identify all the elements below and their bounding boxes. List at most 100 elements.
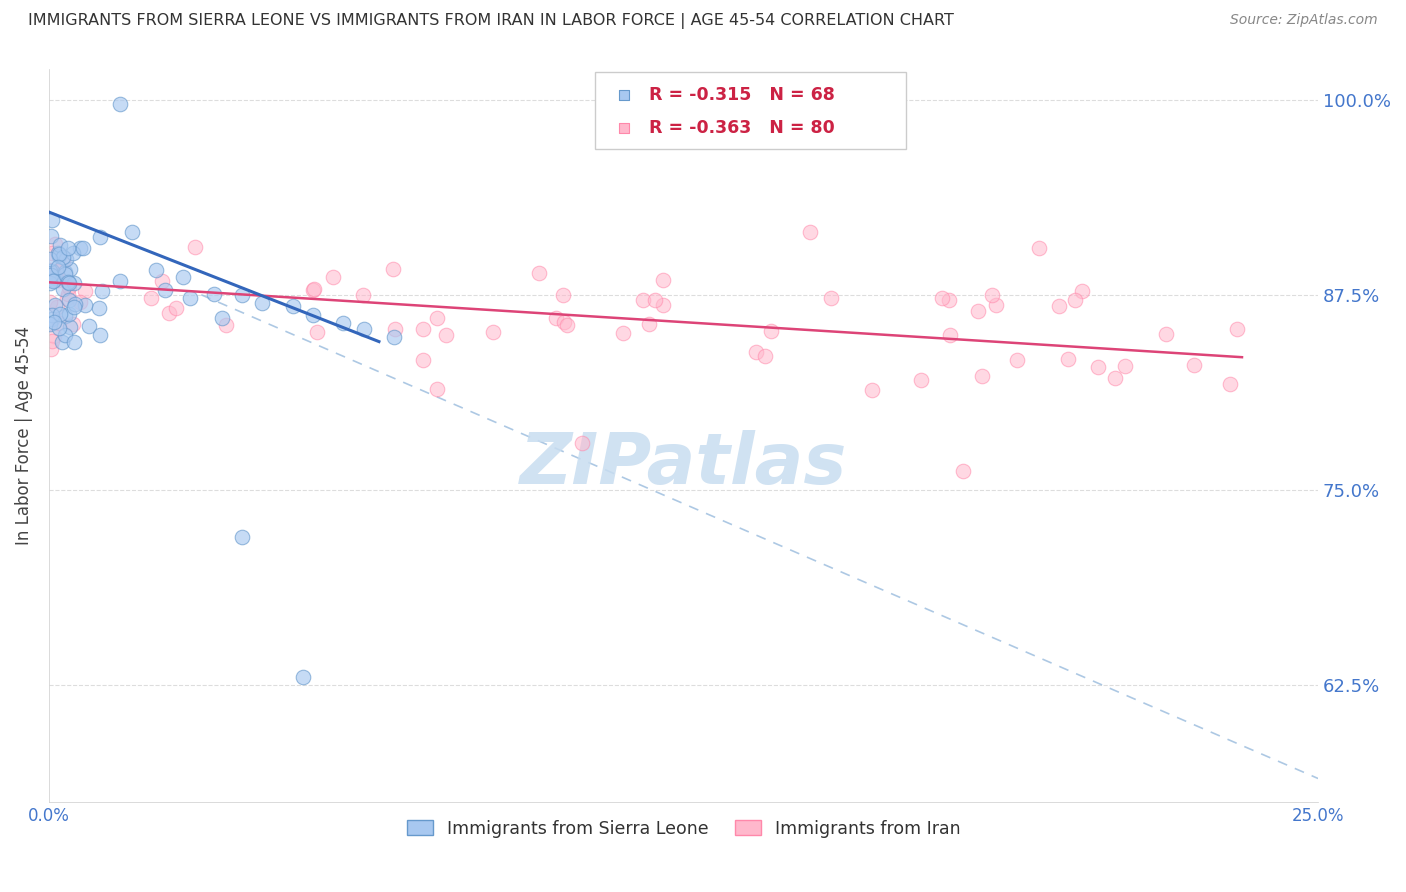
Point: [553, 315, 575, 329]
Point: [553, 288, 575, 302]
Point: [820, 292, 842, 306]
Text: Source: ZipAtlas.com: Source: ZipAtlas.com: [1230, 13, 1378, 28]
Point: [89, 229, 111, 244]
Point: [53, 265, 76, 279]
Point: [651, 298, 673, 312]
Point: [58, 287, 80, 301]
Point: [53, 309, 76, 323]
Point: [44, 237, 66, 252]
Point: [426, 310, 449, 325]
Point: [46, 264, 69, 278]
Point: [612, 326, 634, 340]
Point: [745, 345, 768, 359]
Point: [250, 295, 273, 310]
Point: [62, 246, 84, 260]
Point: [58, 307, 80, 321]
Point: [48, 273, 70, 287]
Point: [69, 295, 91, 310]
Text: IMMIGRANTS FROM SIERRA LEONE VS IMMIGRANTS FROM IRAN IN LABOR FORCE | AGE 45-54 : IMMIGRANTS FROM SIERRA LEONE VS IMMIGRAN…: [28, 13, 955, 29]
Point: [52, 282, 75, 296]
Y-axis label: In Labor Force | Age 45-54: In Labor Force | Age 45-54: [15, 326, 32, 545]
Point: [939, 327, 962, 342]
Point: [42, 315, 65, 329]
Point: [972, 369, 994, 384]
Point: [981, 288, 1004, 302]
Point: [73, 298, 96, 312]
Point: [58, 293, 80, 307]
Point: [172, 269, 194, 284]
Point: [58, 275, 80, 289]
Point: [52, 251, 75, 265]
Point: [215, 318, 238, 332]
Point: [62, 334, 84, 349]
Point: [48, 316, 70, 330]
Point: [571, 436, 593, 450]
Point: [39, 252, 62, 266]
Point: [48, 321, 70, 335]
Point: [482, 326, 505, 340]
Point: [157, 305, 180, 319]
Point: [51, 334, 73, 349]
Point: [44, 298, 66, 312]
FancyBboxPatch shape: [595, 72, 905, 149]
Point: [46, 260, 69, 275]
Point: [39, 263, 62, 277]
Point: [986, 298, 1008, 312]
Point: [153, 283, 176, 297]
Point: [1057, 351, 1080, 366]
Point: [281, 299, 304, 313]
Point: [436, 327, 458, 342]
Point: [39, 294, 62, 309]
Point: [49, 238, 72, 252]
Point: [41, 308, 63, 322]
Point: [382, 330, 405, 344]
Point: [46, 300, 69, 314]
Point: [179, 291, 201, 305]
Point: [381, 261, 404, 276]
Point: [139, 291, 162, 305]
Point: [63, 276, 86, 290]
Point: [332, 316, 354, 330]
Point: [1064, 293, 1087, 307]
Point: [291, 670, 314, 684]
Point: [384, 322, 406, 336]
Point: [79, 318, 101, 333]
Point: [53, 328, 76, 343]
Point: [45, 270, 67, 285]
Point: [1070, 284, 1092, 298]
Point: [75, 284, 97, 298]
Point: [211, 311, 233, 326]
Point: [55, 252, 77, 267]
Point: [63, 300, 86, 314]
Point: [87, 301, 110, 315]
Point: [41, 212, 63, 227]
Point: [59, 320, 82, 334]
Point: [145, 263, 167, 277]
Point: [412, 322, 434, 336]
Point: [72, 241, 94, 255]
Point: [53, 267, 76, 281]
Point: [1007, 352, 1029, 367]
Point: [644, 293, 666, 307]
Text: ZIPatlas: ZIPatlas: [520, 430, 848, 499]
Point: [58, 276, 80, 290]
Point: [44, 273, 66, 287]
Point: [52, 255, 75, 269]
Point: [799, 225, 821, 239]
Point: [1028, 241, 1050, 255]
Point: [353, 322, 375, 336]
Point: [302, 282, 325, 296]
Point: [56, 291, 79, 305]
Point: [651, 272, 673, 286]
Point: [860, 383, 883, 397]
Point: [302, 283, 325, 297]
Point: [91, 284, 114, 298]
Text: R = -0.315   N = 68: R = -0.315 N = 68: [650, 87, 835, 104]
Point: [910, 373, 932, 387]
Point: [322, 270, 344, 285]
Point: [48, 307, 70, 321]
Point: [1154, 326, 1177, 341]
Point: [69, 241, 91, 255]
Point: [638, 317, 661, 331]
Point: [41, 311, 63, 326]
